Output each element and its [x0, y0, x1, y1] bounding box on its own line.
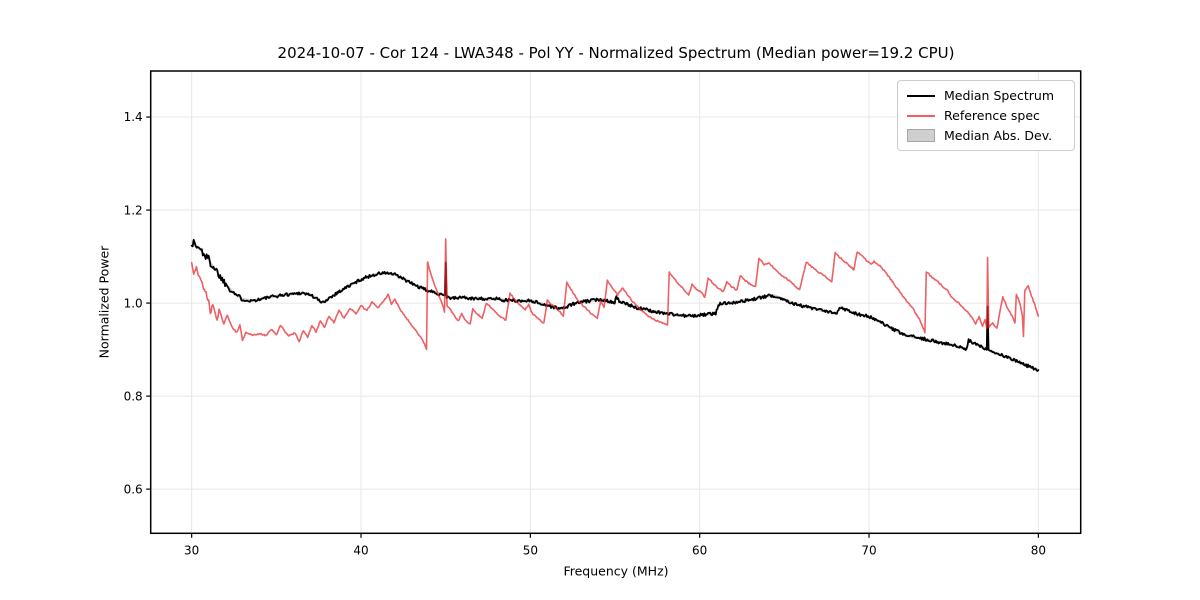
- chart-title: 2024-10-07 - Cor 124 - LWA348 - Pol YY -…: [277, 44, 955, 62]
- legend-entry-median-spectrum: Median Spectrum: [907, 88, 1066, 103]
- x-tick-label: 80: [1031, 543, 1046, 557]
- reference-spec-line-swatch-icon: [907, 114, 935, 117]
- x-tick-label: 30: [184, 543, 199, 557]
- legend-label: Median Spectrum: [944, 88, 1055, 103]
- y-tick-label: 0.8: [124, 389, 143, 403]
- x-tick-label: 70: [861, 543, 876, 557]
- y-tick-label: 1.4: [124, 110, 143, 124]
- median-abs-dev-patch-swatch-icon: [907, 129, 935, 142]
- legend-label: Median Abs. Dev.: [944, 128, 1053, 143]
- legend-label: Reference spec: [944, 108, 1040, 123]
- legend: Median Spectrum Reference spec Median Ab…: [897, 80, 1075, 151]
- axes-frame: [149, 70, 1082, 535]
- y-tick-label: 1.2: [124, 203, 143, 217]
- x-axis-label: Frequency (MHz): [563, 563, 669, 579]
- y-tick-label: 0.6: [124, 482, 143, 496]
- reference-spec-line: [190, 238, 1040, 351]
- median-spectrum-line-swatch-icon: [907, 94, 935, 97]
- y-axis-label: Normalized Power: [96, 245, 112, 359]
- x-tick-label: 60: [692, 543, 707, 557]
- x-tick-label: 40: [353, 543, 368, 557]
- y-tick-label: 1.0: [124, 296, 143, 310]
- x-tick-label: 50: [523, 543, 538, 557]
- median-spectrum-line: [190, 238, 1040, 372]
- legend-entry-reference-spec: Reference spec: [907, 108, 1066, 123]
- legend-entry-median-abs-dev: Median Abs. Dev.: [907, 128, 1066, 143]
